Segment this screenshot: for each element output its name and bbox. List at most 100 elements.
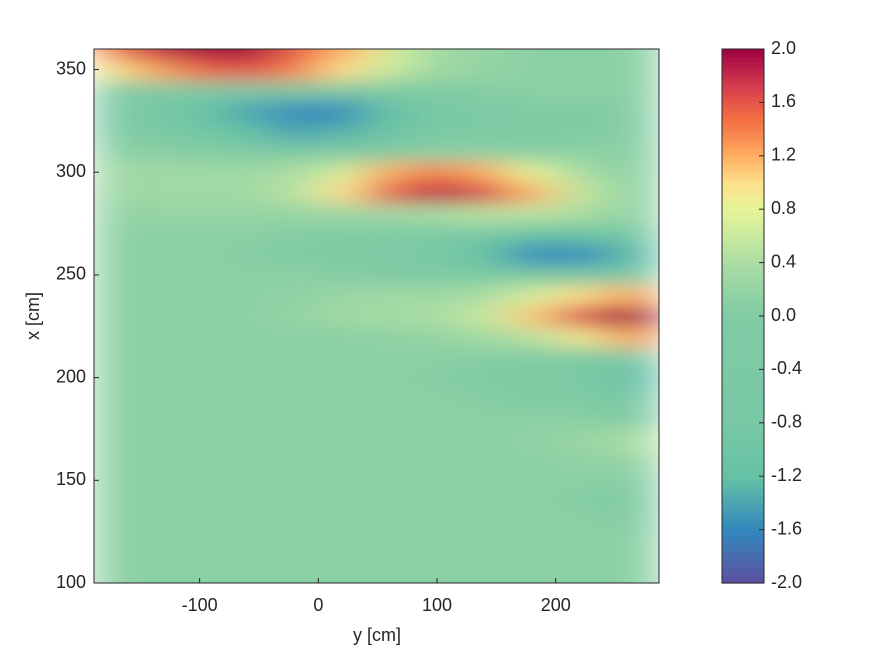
colorbar-swatch xyxy=(722,407,764,413)
heat-cell xyxy=(270,59,319,81)
heat-cell xyxy=(460,387,509,409)
heat-cell xyxy=(460,346,509,368)
heat-cell xyxy=(128,141,177,163)
heat-cell xyxy=(128,285,177,307)
heat-cell xyxy=(460,182,509,204)
heat-cell xyxy=(603,182,640,204)
heat-cell xyxy=(508,346,557,368)
heat-cell xyxy=(94,161,129,183)
colorbar-swatch xyxy=(722,455,764,461)
colorbar-swatch xyxy=(722,308,764,313)
colorbar-swatch xyxy=(722,579,764,584)
heat-cell xyxy=(175,223,224,245)
heat-cell xyxy=(318,490,367,512)
colorbar-swatch xyxy=(722,176,764,182)
colorbar-swatch xyxy=(722,479,764,484)
heat-cell xyxy=(175,428,224,450)
heat-cell xyxy=(603,408,640,430)
colorbar-swatch xyxy=(722,200,764,206)
heat-cell xyxy=(460,49,509,60)
heat-cell xyxy=(318,203,367,225)
colorbar-swatch xyxy=(722,483,764,488)
heat-cell xyxy=(175,264,224,286)
plot-frame xyxy=(93,48,660,584)
heat-cell xyxy=(175,552,224,574)
heat-cell xyxy=(365,79,414,101)
colorbar-swatch xyxy=(722,56,764,62)
heat-cell xyxy=(128,49,177,60)
y-axis-label: x [cm] xyxy=(23,292,43,340)
heat-cell xyxy=(318,305,367,327)
heat-cell xyxy=(223,428,272,450)
heat-cell xyxy=(555,572,604,583)
heat-cell xyxy=(555,203,604,225)
heat-cell xyxy=(175,244,224,266)
colorbar-swatch xyxy=(722,172,764,178)
heat-cell xyxy=(270,182,319,204)
colorbar-swatch xyxy=(722,220,764,225)
heat-cell xyxy=(94,408,129,430)
colorbar-swatch xyxy=(722,180,764,186)
heat-cell xyxy=(638,59,659,81)
colorbar-swatch xyxy=(722,403,764,409)
heat-cell xyxy=(318,572,367,583)
heat-cell xyxy=(223,326,272,348)
colorbar-swatch xyxy=(722,160,764,166)
x-axis-label: y [cm] xyxy=(353,625,401,645)
heat-cell xyxy=(638,161,659,183)
colorbar-tick-label: 0.4 xyxy=(771,251,796,271)
heat-cell xyxy=(365,161,414,183)
colorbar-swatch xyxy=(722,559,764,564)
heat-cell xyxy=(413,182,462,204)
heat-cell xyxy=(413,264,462,286)
heat-cell xyxy=(365,326,414,348)
colorbar-tick-label: 1.2 xyxy=(771,145,796,165)
heat-cell xyxy=(318,285,367,307)
colorbar-swatch xyxy=(722,192,764,198)
colorbar-tick-label: 2.0 xyxy=(771,38,796,58)
colorbar-swatch xyxy=(722,168,764,174)
heat-cell xyxy=(365,346,414,368)
heat-cell xyxy=(175,203,224,225)
heat-cell xyxy=(508,244,557,266)
heat-cell xyxy=(223,120,272,142)
heat-cell xyxy=(94,79,129,101)
heat-cell xyxy=(638,305,659,327)
colorbar-swatch xyxy=(722,371,764,377)
heat-cell xyxy=(94,387,129,409)
colorbar-swatch xyxy=(722,228,764,233)
heat-cell xyxy=(94,552,129,574)
heat-cell xyxy=(223,531,272,553)
heat-cell xyxy=(555,120,604,142)
colorbar-swatch xyxy=(722,335,764,341)
heat-cell xyxy=(638,326,659,348)
colorbar-swatch xyxy=(722,112,764,118)
heat-cell xyxy=(460,203,509,225)
colorbar-swatch xyxy=(722,443,764,449)
plot-area xyxy=(94,49,659,583)
heat-cell xyxy=(460,120,509,142)
colorbar-swatch xyxy=(722,128,764,134)
heat-cell xyxy=(460,552,509,574)
heat-cell xyxy=(94,449,129,471)
heat-cell xyxy=(318,531,367,553)
colorbar-swatch xyxy=(722,575,764,580)
colorbar-swatch xyxy=(722,248,764,253)
heat-cell xyxy=(223,161,272,183)
heat-cell xyxy=(365,264,414,286)
heat-cell xyxy=(128,182,177,204)
heat-cell xyxy=(94,326,129,348)
colorbar-swatch xyxy=(722,339,764,345)
heat-cell xyxy=(175,326,224,348)
heat-cell xyxy=(603,428,640,450)
heat-cell xyxy=(94,428,129,450)
heat-cell xyxy=(413,244,462,266)
heat-cell xyxy=(555,428,604,450)
heat-cell xyxy=(508,470,557,492)
colorbar-swatch xyxy=(722,447,764,453)
heat-cell xyxy=(638,346,659,368)
heat-cell xyxy=(365,141,414,163)
colorbar-swatch xyxy=(722,284,764,289)
heat-cell xyxy=(270,120,319,142)
heat-cell xyxy=(555,49,604,60)
